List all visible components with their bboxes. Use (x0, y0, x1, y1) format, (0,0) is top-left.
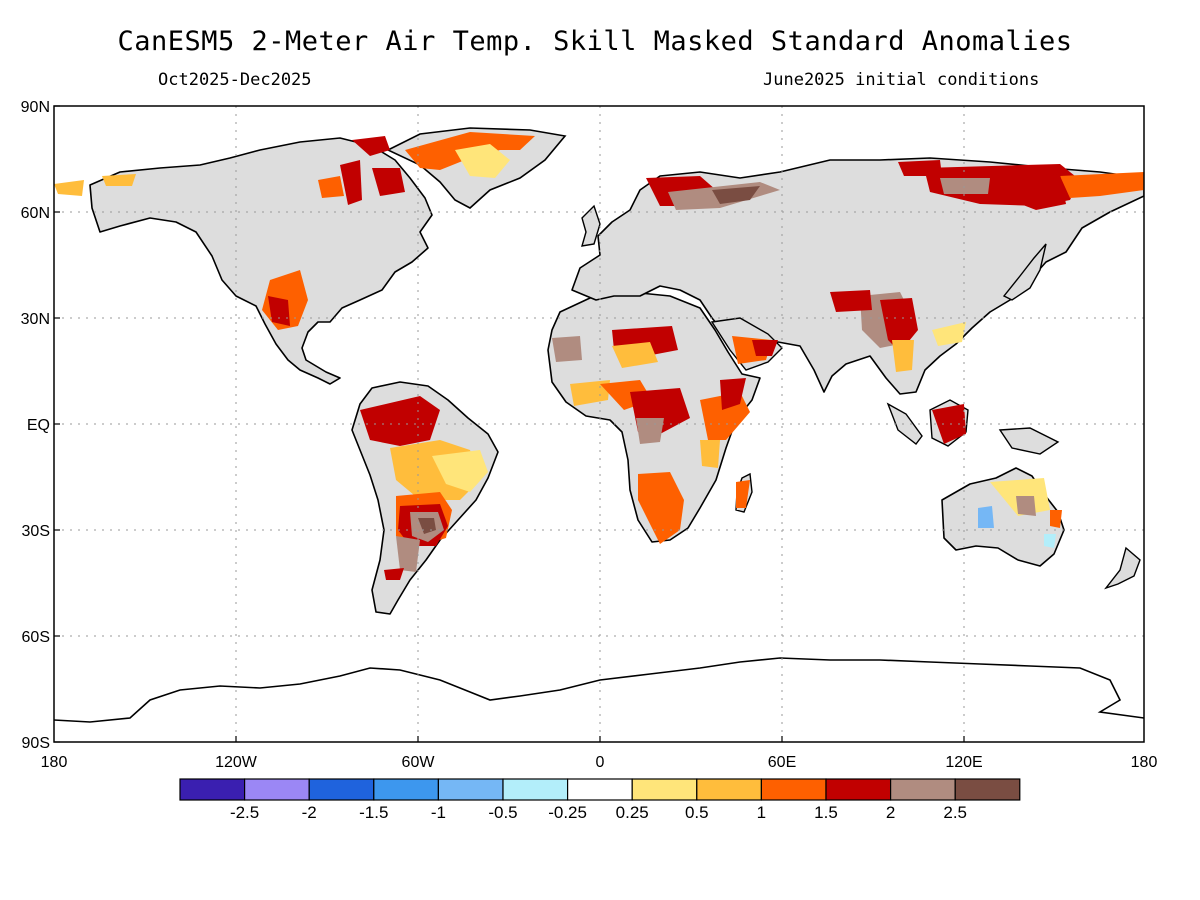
colorbar-label: 2 (886, 803, 895, 822)
colorbar-label: 1.5 (814, 803, 838, 822)
initial-conditions: June2025 initial conditions (763, 70, 1040, 90)
lon-label-0: 0 (596, 754, 605, 771)
lat-label-30s: 30S (22, 523, 50, 540)
lon-label-180e: 180 (1131, 754, 1158, 771)
lat-label-90n: 90N (21, 99, 50, 116)
lat-label-30n: 30N (21, 311, 50, 328)
colorbar-label: -0.5 (488, 803, 517, 822)
graticule (54, 106, 1144, 742)
colorbar-label: 1 (757, 803, 766, 822)
colorbar-swatch (566, 778, 633, 801)
lon-label-120w: 120W (215, 754, 258, 771)
colorbar: -2.5 -2 -1.5 -1 -0.5 -0.25 0.25 0.5 1 1.5 2 2.5 (179, 778, 1021, 822)
lat-label-eq: EQ (27, 417, 50, 434)
colorbar-label: -2 (302, 803, 317, 822)
colorbar-swatch (308, 778, 375, 801)
antarctica-coastline (53, 657, 1145, 723)
landmass-new-guinea (998, 427, 1060, 455)
lon-label-60e: 60E (768, 754, 796, 771)
colorbar-swatch (373, 778, 439, 801)
anomaly-patches (54, 132, 1144, 580)
lon-label-120e: 120E (945, 754, 982, 771)
landmass-japan (1002, 243, 1047, 301)
map-title: CanESM5 2-Meter Air Temp. Skill Masked S… (117, 26, 1073, 57)
colorbar-label: 2.5 (943, 803, 967, 822)
landmass-new-zealand (1104, 546, 1141, 590)
lat-label-60s: 60S (22, 629, 50, 646)
colorbar-label: -1 (431, 803, 446, 822)
landmass-sumatra (886, 402, 923, 445)
colorbar-swatch (760, 778, 827, 801)
tick-marks (54, 105, 965, 743)
landmass-britain (581, 204, 601, 247)
colorbar-label: -0.25 (548, 803, 587, 822)
colorbar-label: -2.5 (230, 803, 259, 822)
colorbar-label: 0.25 (616, 803, 649, 822)
forecast-period: Oct2025-Dec2025 (158, 70, 312, 90)
colorbar-swatch (502, 778, 569, 801)
colorbar-swatch (179, 778, 246, 801)
colorbar-label: -1.5 (359, 803, 388, 822)
colorbar-swatch (889, 778, 956, 801)
lon-label-180w: 180 (41, 754, 68, 771)
lat-label-90s: 90S (22, 735, 50, 752)
lat-label-60n: 60N (21, 205, 50, 222)
colorbar-swatch (631, 778, 698, 801)
colorbar-label: 0.5 (685, 803, 709, 822)
map-fields (54, 127, 1144, 615)
lon-label-60w: 60W (402, 754, 436, 771)
colorbar-swatch (696, 778, 762, 801)
colorbar-swatch (954, 778, 1021, 801)
colorbar-swatch (437, 778, 504, 801)
colorbar-swatch (244, 778, 310, 801)
colorbar-swatch (825, 778, 892, 801)
landmass-north-america (89, 137, 433, 385)
